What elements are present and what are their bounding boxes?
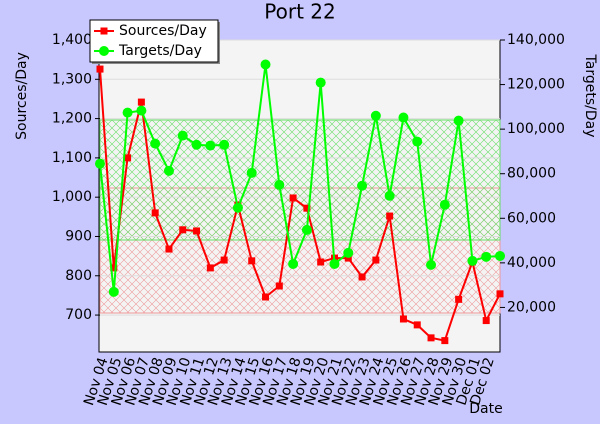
marker [496,290,504,298]
marker [165,245,173,253]
legend-marker [99,46,109,56]
marker [179,226,187,234]
range-band [99,119,501,241]
marker [439,199,450,210]
marker [191,139,202,150]
y2-tick-label: 40,000 [507,255,556,271]
marker [358,273,366,281]
y-tick-label: 1,400 [52,32,92,48]
y-tick-label: 1,000 [52,189,92,205]
legend-label: Sources/Day [119,23,207,39]
marker [219,139,230,150]
marker [303,204,311,212]
marker [275,282,283,290]
y-tick-label: 700 [65,307,92,323]
y2-tick-label: 80,000 [507,166,556,182]
marker [150,138,161,149]
marker [289,194,297,202]
marker [398,112,409,123]
legend-marker [100,27,108,35]
y-tick-label: 1,200 [52,111,92,127]
y2-tick-label: 100,000 [507,121,565,137]
marker [384,190,395,201]
y2-tick-label: 140,000 [507,32,565,48]
marker [455,295,463,303]
marker [427,334,435,342]
y-tick-label: 1,300 [52,71,92,87]
marker [193,227,201,235]
marker [315,77,326,88]
marker [96,65,104,73]
marker [357,180,368,191]
marker [262,293,270,301]
legend-label: Targets/Day [118,43,202,59]
marker [343,247,354,258]
marker [95,158,105,169]
marker [329,258,340,269]
marker [206,264,214,272]
marker [467,255,478,266]
marker [441,337,449,345]
y-tick-label: 900 [65,228,92,244]
marker [248,257,256,265]
marker [372,256,380,264]
legend: Sources/Day Targets/Day [89,19,220,64]
marker [426,259,437,270]
marker [122,107,133,118]
marker [274,179,285,190]
marker [453,115,464,126]
marker [301,224,312,235]
y-tick-label: 800 [65,268,92,284]
y2-tick-label: 120,000 [507,77,565,93]
series-line [99,64,501,292]
marker [151,209,159,217]
marker [288,258,299,269]
y2-axis-label: Targets/Day [582,54,598,138]
marker [370,110,381,121]
marker [124,154,132,162]
y-tick-label: 1,100 [52,150,92,166]
marker [232,202,243,213]
marker [399,315,407,323]
marker [205,140,216,151]
y2-tick-label: 60,000 [507,210,556,226]
marker [163,165,174,176]
marker [481,251,492,262]
marker [136,105,147,116]
marker [260,59,271,70]
chart-title: Port 22 [264,0,335,24]
y-axis-label: Sources/Day [14,52,30,140]
y2-tick-label: 20,000 [507,299,556,315]
marker [220,256,228,264]
marker [386,212,394,220]
legend-box [89,19,219,63]
marker [110,264,118,272]
marker [317,258,325,266]
x-axis-label: Date [469,401,502,417]
marker [413,321,421,329]
marker [177,130,188,141]
marker [495,250,505,261]
marker [412,136,423,147]
marker [137,98,145,106]
marker [108,286,119,297]
marker [482,317,490,325]
marker [246,167,257,178]
marker [344,254,352,262]
